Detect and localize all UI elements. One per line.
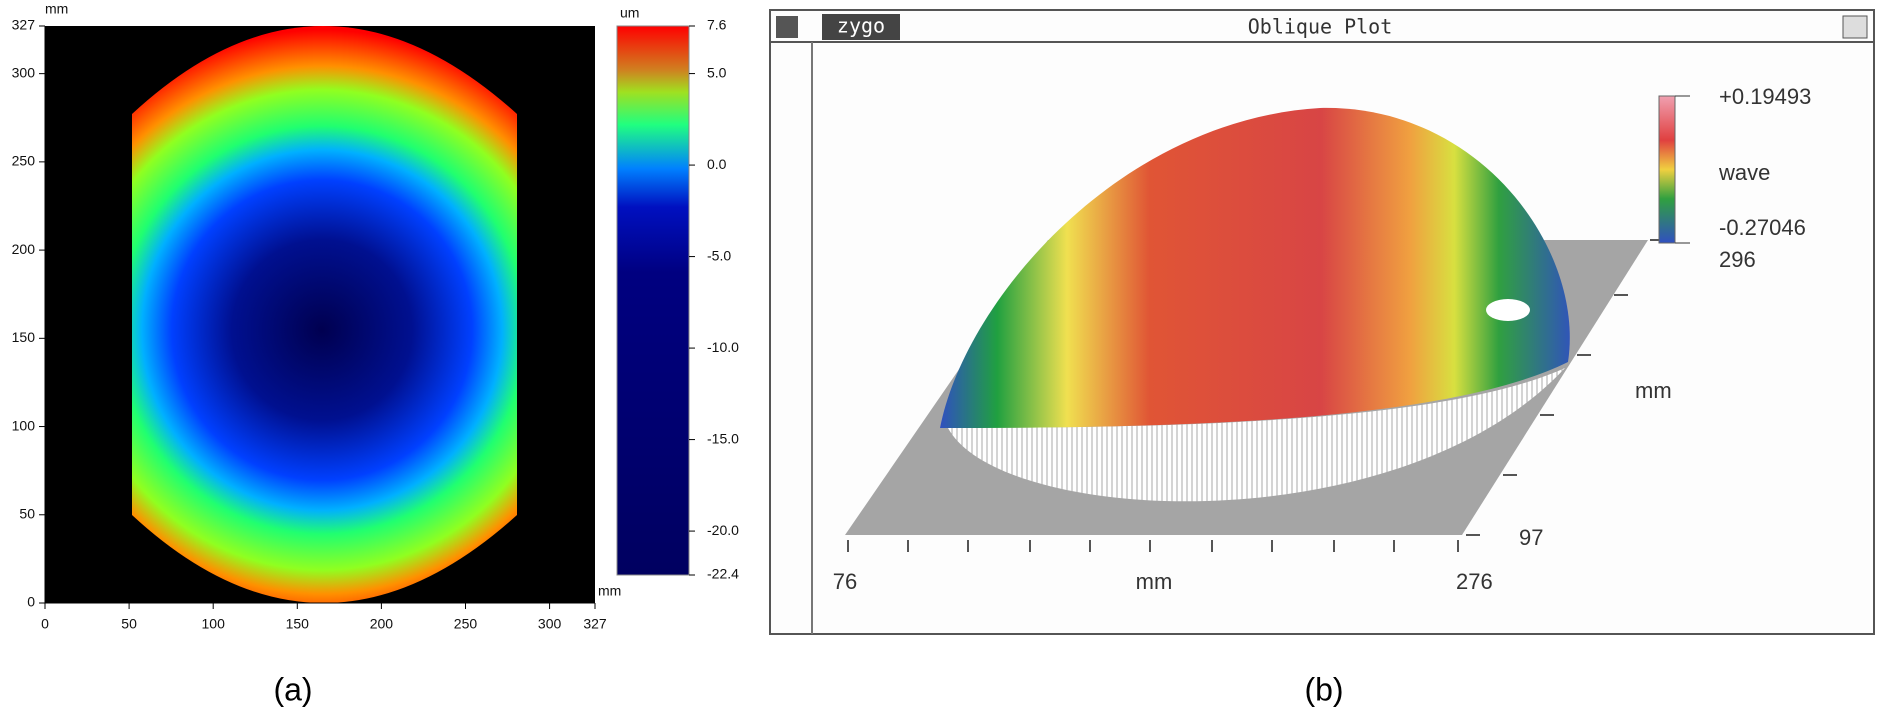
y-tick-label: 0 (27, 594, 35, 610)
x-axis-label: mm (598, 583, 621, 599)
colorbar-tick-label: 5.0 (707, 64, 727, 80)
y-tick-label: 296 (1719, 247, 1756, 272)
window-title: Oblique Plot (1248, 15, 1393, 39)
y-tick-label: 97 (1519, 525, 1543, 550)
y-tick-label: 100 (12, 417, 36, 433)
surface (940, 107, 1570, 428)
x-axis-label: mm (1136, 569, 1173, 594)
x-tick-label: 276 (1456, 569, 1493, 594)
logo: zygo (837, 14, 885, 38)
x-tick-label: 200 (370, 616, 394, 632)
y-axis-label: mm (1635, 378, 1672, 403)
y-tick-label: 150 (12, 329, 36, 345)
y-tick-label: 250 (12, 153, 36, 169)
x-tick-label: 100 (202, 616, 226, 632)
y-tick-label: 300 (12, 64, 36, 80)
caption: (b) (1304, 671, 1343, 707)
close-button[interactable] (776, 16, 798, 38)
x-tick-label: 150 (286, 616, 310, 632)
surface-hole (1486, 299, 1530, 321)
colorbar (616, 25, 690, 576)
y-axis-label: mm (45, 1, 68, 17)
corner-button[interactable] (1842, 15, 1868, 39)
logo-badge (822, 14, 900, 40)
colorbar-tick-label: -10.0 (707, 339, 739, 355)
x-tick-label: 300 (538, 616, 562, 632)
x-tick-label: 76 (833, 569, 857, 594)
colorbar-tick-label: -5.0 (707, 247, 731, 263)
colorbar-tick-label: -15.0 (707, 430, 739, 446)
x-tick-label: 250 (454, 616, 478, 632)
colorbar-label: um (620, 5, 639, 21)
y-tick-label: 327 (12, 17, 36, 33)
axis-ticks (847, 239, 1664, 552)
colorbar-tick-label: 7.6 (707, 17, 727, 33)
heatmap-image (132, 26, 517, 603)
colorbar-tick-label: 0.0 (707, 156, 727, 172)
y-tick-label: 200 (12, 241, 36, 257)
caption: (a) (273, 671, 312, 707)
colorbar-tick-label: -20.0 (707, 522, 739, 538)
x-tick-label: 327 (583, 616, 607, 632)
colorbar (1658, 95, 1676, 244)
colorbar-tick-label: -0.27046 (1719, 215, 1806, 240)
x-tick-label: 50 (121, 616, 137, 632)
colorbar-tick-label: +0.19493 (1719, 84, 1811, 109)
x-tick-label: 0 (41, 616, 49, 632)
colorbar-tick-label: -22.4 (707, 566, 739, 582)
colorbar-label: wave (1718, 160, 1770, 185)
surface-wall (948, 368, 1565, 502)
y-tick-label: 50 (19, 505, 35, 521)
